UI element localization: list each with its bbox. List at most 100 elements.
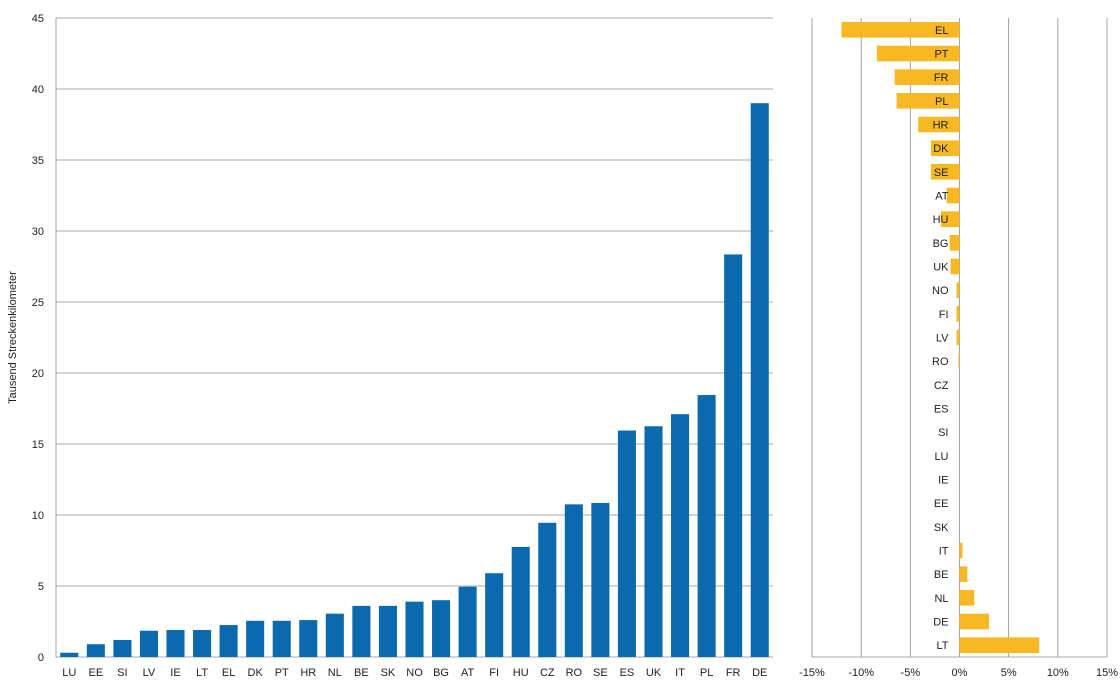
bar-hr	[918, 116, 960, 133]
bar-it	[959, 542, 963, 559]
y-tick-label: IE	[938, 475, 948, 487]
bar-ee	[86, 644, 105, 657]
y-tick-label: LT	[936, 640, 948, 652]
x-tick-label: IT	[675, 667, 685, 679]
bar-lu	[60, 652, 79, 657]
x-tick-label: LU	[62, 667, 76, 679]
x-tick-label: BE	[354, 667, 369, 679]
bar-sk	[378, 605, 397, 657]
x-tick-label: 15%	[1096, 667, 1118, 679]
bar-se	[591, 502, 610, 657]
x-tick-label: FR	[726, 667, 741, 679]
bar-uk	[644, 426, 663, 657]
bar-hu	[511, 546, 530, 657]
bar-at	[946, 187, 960, 204]
x-tick-label: PL	[700, 667, 713, 679]
x-tick-label: HU	[513, 667, 529, 679]
x-tick-label: DE	[752, 667, 767, 679]
x-tick-label: EE	[88, 667, 103, 679]
bar-el	[841, 22, 960, 38]
y-tick-label: 30	[32, 226, 44, 238]
bar-nl	[959, 590, 975, 606]
y-tick-label: 10	[32, 510, 44, 522]
y-tick-label: FI	[939, 309, 949, 321]
y-tick-label: 45	[32, 13, 44, 25]
bar-no	[956, 282, 960, 298]
y-tick-label: CZ	[934, 380, 949, 392]
y-tick-label: SK	[934, 522, 949, 534]
y-tick-label: IT	[939, 546, 949, 558]
y-tick-label: PT	[934, 49, 948, 61]
y-tick-label: 0	[38, 652, 44, 664]
x-tick-label: 0%	[952, 667, 968, 679]
x-tick-label: IE	[170, 667, 180, 679]
y-axis-title: Tausend Streckenkilometer	[7, 271, 19, 404]
x-tick-label: SE	[593, 667, 608, 679]
x-tick-label: EL	[222, 667, 235, 679]
bar-dk	[930, 140, 960, 156]
x-tick-label: UK	[646, 667, 662, 679]
bar-si	[113, 639, 132, 657]
bar-fi	[956, 306, 960, 322]
bar-cz	[538, 522, 557, 657]
x-tick-label: HR	[300, 667, 316, 679]
y-tick-label: LV	[936, 333, 949, 345]
y-tick-label: NO	[932, 285, 949, 297]
x-tick-label: -15%	[799, 667, 825, 679]
bar-be	[352, 605, 371, 657]
y-tick-label: HR	[933, 120, 949, 132]
bar-no	[405, 601, 424, 657]
x-tick-label: RO	[566, 667, 583, 679]
x-tick-label: -5%	[901, 667, 921, 679]
bar-be	[959, 566, 968, 582]
y-tick-label: 25	[32, 297, 44, 309]
bar-bg	[432, 600, 451, 657]
bar-hr	[299, 620, 318, 657]
bar-ro	[958, 353, 960, 369]
bar-de	[750, 103, 769, 657]
y-tick-label: NL	[934, 593, 948, 605]
x-tick-label: -10%	[848, 667, 874, 679]
x-tick-label: SK	[381, 667, 396, 679]
y-tick-label: BE	[934, 569, 949, 581]
x-tick-label: AT	[461, 667, 475, 679]
x-tick-label: LV	[143, 667, 156, 679]
bar-pl	[697, 395, 716, 657]
bar-uk	[950, 258, 960, 275]
y-tick-label: PL	[935, 96, 948, 108]
bar-el	[219, 625, 238, 657]
y-tick-label: LU	[934, 451, 948, 463]
x-tick-label: PT	[275, 667, 289, 679]
bar-fr	[724, 254, 743, 657]
x-tick-label: 10%	[1047, 667, 1069, 679]
y-tick-label: 20	[32, 368, 44, 380]
x-tick-label: FI	[489, 667, 499, 679]
y-tick-label: 35	[32, 155, 44, 167]
bar-bg	[949, 235, 960, 251]
bar-nl	[325, 613, 344, 657]
y-tick-label: AT	[935, 191, 949, 203]
x-tick-label: 5%	[1001, 667, 1017, 679]
bar-pt	[876, 45, 960, 62]
x-tick-label: ES	[620, 667, 635, 679]
bar-lt	[193, 630, 212, 657]
y-tick-label: HU	[933, 214, 949, 226]
y-tick-label: BG	[933, 238, 949, 250]
bar-dk	[246, 620, 265, 657]
x-tick-label: LT	[196, 667, 208, 679]
bar-de	[959, 613, 989, 630]
y-tick-label: DE	[933, 617, 948, 629]
bar-lv	[956, 329, 960, 346]
bar-ie	[166, 630, 185, 657]
bar-pt	[272, 620, 291, 657]
y-tick-label: 15	[32, 439, 44, 451]
y-tick-label: SE	[934, 167, 949, 179]
x-tick-label: NL	[328, 667, 342, 679]
y-tick-label: SI	[938, 427, 948, 439]
y-tick-label: 5	[38, 581, 44, 593]
bar-at	[458, 586, 477, 657]
y-tick-label: FR	[934, 72, 949, 84]
bar-se	[930, 164, 960, 180]
